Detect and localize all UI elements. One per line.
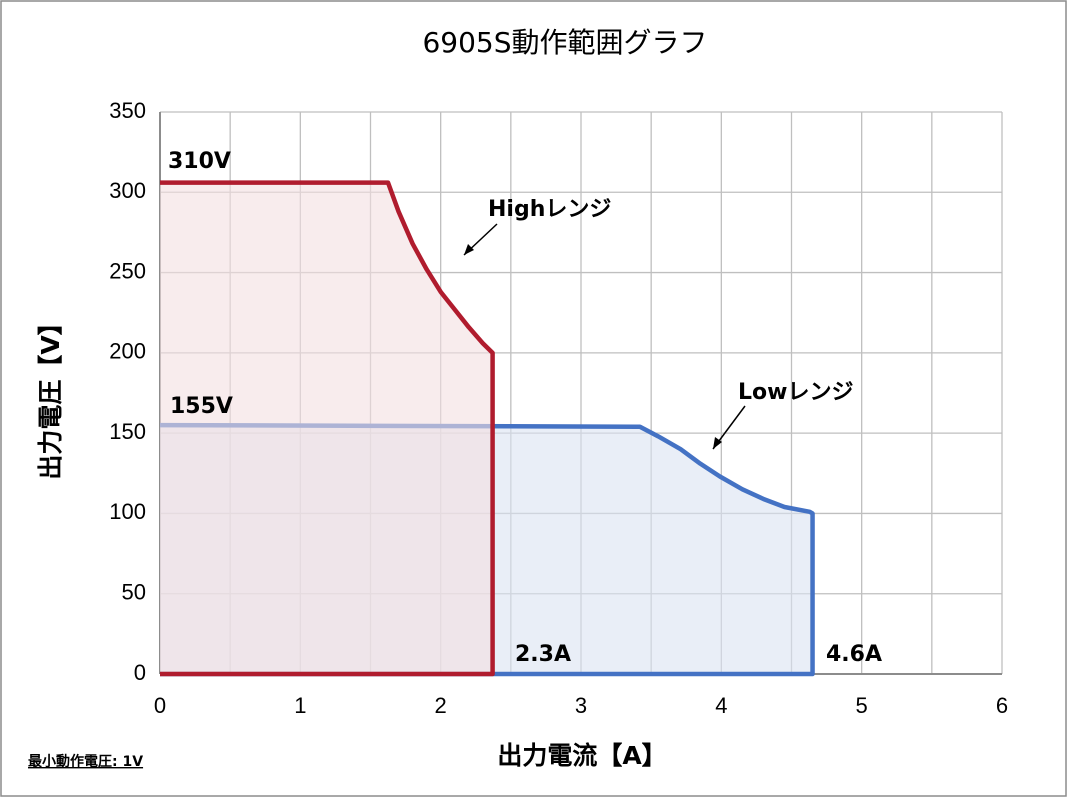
y-tick-label: 150 [109,419,146,444]
arrowhead [464,244,474,255]
annotation: 2.3A [515,642,571,667]
annotation: 4.6A [826,642,882,667]
arrowhead [713,437,722,449]
x-tick-label: 2 [435,693,447,718]
y-axis-label: 出力電圧【V】 [36,310,65,479]
x-tick-label: 0 [154,693,166,718]
x-tick-label: 5 [856,693,868,718]
y-tick-label: 100 [109,499,146,524]
y-tick-label: 200 [109,339,146,364]
x-axis-label: 出力電流【A】 [497,741,666,770]
footnote: 最小動作電圧: 1V [28,753,143,770]
y-tick-label: 250 [109,258,146,283]
y-tick-label: 350 [109,98,146,123]
annotation: 310V [168,149,231,174]
chart-title: 6905S動作範囲グラフ [422,26,707,59]
x-tick-label: 4 [715,693,727,718]
series-line [160,180,495,677]
series-area [160,182,493,674]
x-tick-label: 1 [294,693,306,718]
y-tick-label: 50 [122,580,146,605]
annotation: 155V [170,394,233,419]
x-tick-label: 6 [996,693,1008,718]
series-label: Lowレンジ [738,380,853,405]
series-label: Highレンジ [488,197,611,222]
series-line [159,422,815,677]
x-tick-label: 3 [575,693,587,718]
y-tick-label: 300 [109,178,146,203]
y-tick-label: 0 [134,660,146,685]
